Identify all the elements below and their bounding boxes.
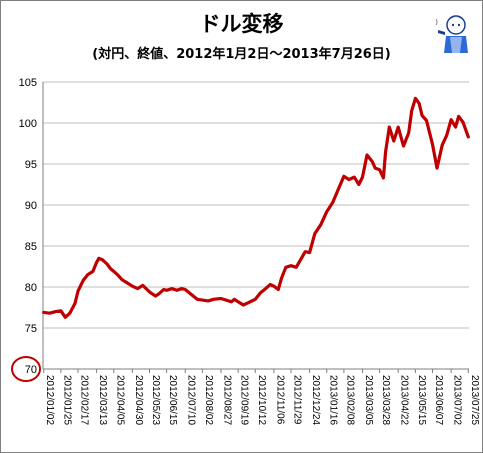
y-tick-label-80: 80 xyxy=(25,282,37,294)
x-tick-label-13: 2012/11/06 xyxy=(274,375,285,425)
x-tick-label-4: 2012/04/05 xyxy=(114,375,125,425)
x-tick-label-0: 2012/01/02 xyxy=(44,375,55,425)
x-tick-label-1: 2012/01/25 xyxy=(61,375,72,425)
x-tick-label-10: 2012/08/27 xyxy=(221,375,232,425)
x-tick-label-3: 2012/03/13 xyxy=(97,375,108,425)
x-tick-label-24: 2013/07/25 xyxy=(469,375,480,425)
y-axis-ticks: 70 75 80 85 90 95 100 105 xyxy=(19,77,37,376)
x-tick-label-2: 2012/02/17 xyxy=(79,375,90,425)
y-tick-label-70: 70 xyxy=(25,364,37,376)
mascot-icon xyxy=(435,15,468,53)
x-tick-label-7: 2012/06/15 xyxy=(167,375,178,425)
x-tick-label-14: 2012/11/29 xyxy=(292,375,303,425)
x-tick-label-15: 2012/12/24 xyxy=(310,375,321,425)
axes xyxy=(42,82,469,370)
series-line-usd-jpy xyxy=(42,96,470,319)
x-tick-label-9: 2012/08/02 xyxy=(203,375,214,425)
chart-subtitle: (対円、終値、2012年1月2日～2013年7月26日) xyxy=(92,47,391,62)
y-tick-label-85: 85 xyxy=(25,241,37,253)
y-tick-label-90: 90 xyxy=(25,200,37,212)
x-tick-label-16: 2013/01/16 xyxy=(327,375,338,425)
y-tick-label-75: 75 xyxy=(25,323,37,335)
x-tick-label-12: 2012/10/12 xyxy=(256,375,267,425)
x-tick-label-6: 2012/05/23 xyxy=(150,375,161,425)
x-axis-ticks: 2012/01/02 2012/01/25 2012/02/17 2012/03/13… xyxy=(43,369,480,425)
y-tick-label-100: 100 xyxy=(19,118,37,130)
x-tick-label-20: 2013/04/22 xyxy=(399,375,410,425)
x-tick-label-5: 2012/04/30 xyxy=(133,375,144,425)
highlight-circle-70 xyxy=(11,356,41,382)
x-tick-label-22: 2013/06/07 xyxy=(433,375,444,425)
x-tick-label-21: 2013/05/15 xyxy=(416,375,427,425)
y-tick-label-105: 105 xyxy=(19,77,37,89)
x-tick-label-18: 2013/03/05 xyxy=(363,375,374,425)
x-tick-label-8: 2012/07/10 xyxy=(186,375,197,425)
x-tick-label-23: 2013/07/02 xyxy=(452,375,463,425)
x-tick-label-11: 2012/09/19 xyxy=(239,375,250,425)
x-tick-label-17: 2013/02/08 xyxy=(344,375,355,425)
gridlines xyxy=(43,81,469,329)
y-tick-label-95: 95 xyxy=(25,159,37,171)
chart-title: ドル変移 xyxy=(199,12,284,36)
x-tick-label-19: 2013/03/28 xyxy=(380,375,391,425)
